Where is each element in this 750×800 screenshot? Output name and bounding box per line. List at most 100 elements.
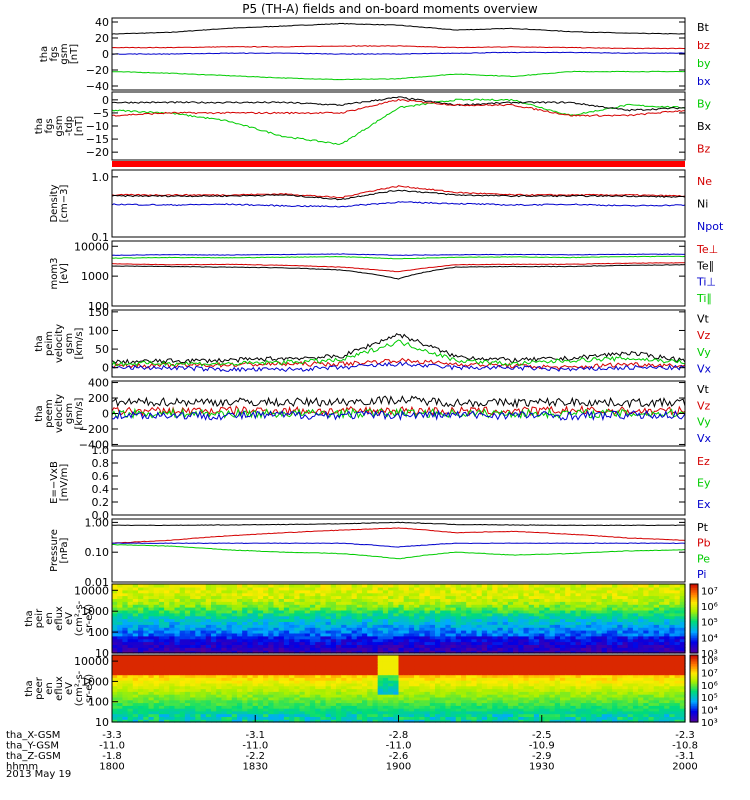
spectrogram-cell	[216, 688, 222, 692]
spectrogram-cell	[586, 586, 592, 591]
spectrogram-cell	[179, 621, 186, 625]
spectrogram-cell	[143, 660, 150, 664]
spectrogram-cell	[132, 586, 139, 591]
legend-entry: Vz	[697, 329, 711, 342]
spectrogram-cell	[513, 699, 519, 704]
spectrogram-cell	[174, 680, 181, 684]
spectrogram-cell	[205, 710, 212, 715]
spectrogram-cell	[289, 586, 295, 591]
spectrogram-cell	[398, 699, 405, 704]
spectrogram-cell	[268, 699, 275, 704]
spectrogram-cell	[169, 666, 176, 670]
spectrogram-cell	[643, 589, 650, 594]
spectrogram-cell	[315, 589, 321, 594]
spectrogram-cell	[320, 627, 327, 631]
spectrogram-cell	[221, 647, 228, 651]
spectrogram-cell	[606, 635, 613, 640]
spectrogram-cell	[346, 592, 353, 597]
spectrogram-cell	[367, 635, 373, 640]
spectrogram-cell	[148, 601, 155, 605]
spectrogram-cell	[351, 691, 358, 695]
spectrogram-cell	[200, 699, 207, 704]
spectrogram-cell	[148, 674, 155, 678]
spectrogram-cell	[247, 638, 254, 643]
spectrogram-cell	[497, 699, 504, 704]
spectrogram-cell	[242, 663, 248, 667]
spectrogram-cell	[138, 595, 144, 599]
spectrogram-cell	[138, 716, 144, 720]
spectrogram-cell	[174, 641, 181, 645]
spectrogram-cell	[257, 618, 264, 622]
spectrogram-cell	[466, 638, 472, 643]
spectrogram-cell	[659, 638, 665, 643]
spectrogram-cell	[158, 615, 165, 620]
spectrogram-cell	[372, 650, 379, 654]
spectrogram-cell	[586, 612, 592, 617]
spectrogram-cell	[132, 607, 139, 611]
spectrogram-cell	[372, 716, 379, 720]
spectrogram-cell	[440, 713, 446, 717]
spectrogram-cell	[580, 592, 587, 597]
spectrogram-cell	[320, 655, 327, 659]
spectrogram-cell	[398, 592, 405, 597]
spectrogram-cell	[226, 710, 233, 715]
spectrogram-cell	[440, 607, 446, 611]
spectrogram-cell	[466, 713, 472, 717]
spectrogram-cell	[580, 632, 587, 637]
spectrogram-cell	[143, 638, 150, 643]
spectrogram-cell	[669, 630, 676, 634]
spectrogram-cell	[320, 694, 327, 698]
spectrogram-cell	[216, 716, 222, 720]
spectrogram-cell	[247, 716, 254, 720]
spectrogram-cell	[169, 627, 176, 631]
spectrogram-cell	[471, 705, 478, 709]
spectrogram-cell	[356, 680, 363, 684]
spectrogram-cell	[184, 584, 191, 588]
spectrogram-cell	[169, 644, 176, 648]
spectrogram-cell	[325, 650, 332, 654]
spectrogram-cell	[408, 612, 415, 617]
spectrogram-cell	[132, 644, 139, 648]
spectrogram-cell	[382, 644, 389, 648]
spectrogram-cell	[320, 699, 327, 704]
colorbar-cell	[690, 584, 698, 587]
spectrogram-cell	[565, 708, 571, 712]
spectrogram-cell	[627, 609, 634, 614]
spectrogram-cell	[487, 677, 493, 681]
spectrogram-cell	[315, 627, 321, 631]
y-tick-label: −5	[93, 107, 109, 120]
spectrogram-cell	[257, 635, 264, 640]
spectrogram-cell	[257, 584, 264, 588]
spectrogram-cell	[549, 705, 556, 709]
spectrogram-cell	[320, 630, 327, 634]
spectrogram-cell	[481, 685, 488, 690]
spectrogram-cell	[554, 655, 561, 659]
spectrogram-cell	[237, 615, 243, 620]
spectrogram-cell	[195, 624, 202, 628]
spectrogram-cell	[174, 647, 181, 651]
spectrogram-cell	[336, 694, 342, 698]
spectrogram-cell	[549, 685, 556, 690]
spectrogram-cell	[429, 584, 436, 588]
spectrogram-cell	[476, 638, 483, 643]
spectrogram-cell	[382, 621, 389, 625]
spectrogram-cell	[143, 586, 150, 591]
spectrogram-cell	[117, 657, 123, 662]
spectrogram-cell	[539, 696, 545, 701]
spectrogram-cell	[257, 716, 264, 720]
spectrogram-cell	[476, 669, 483, 673]
spectrogram-cell	[487, 595, 493, 599]
spectrogram-cell	[450, 716, 457, 720]
spectrogram-cell	[336, 657, 342, 662]
spectrogram-cell	[252, 627, 259, 631]
spectrogram-cell	[455, 657, 462, 662]
spectrogram-cell	[205, 618, 212, 622]
spectrogram-cell	[424, 630, 431, 634]
spectrogram-cell	[247, 586, 254, 591]
spectrogram-cell	[164, 669, 170, 673]
spectrogram-cell	[492, 618, 499, 622]
spectrogram-cell	[252, 650, 259, 654]
spectrogram-cell	[586, 621, 592, 625]
spectrogram-cell	[205, 612, 212, 617]
spectrogram-cell	[263, 601, 269, 605]
